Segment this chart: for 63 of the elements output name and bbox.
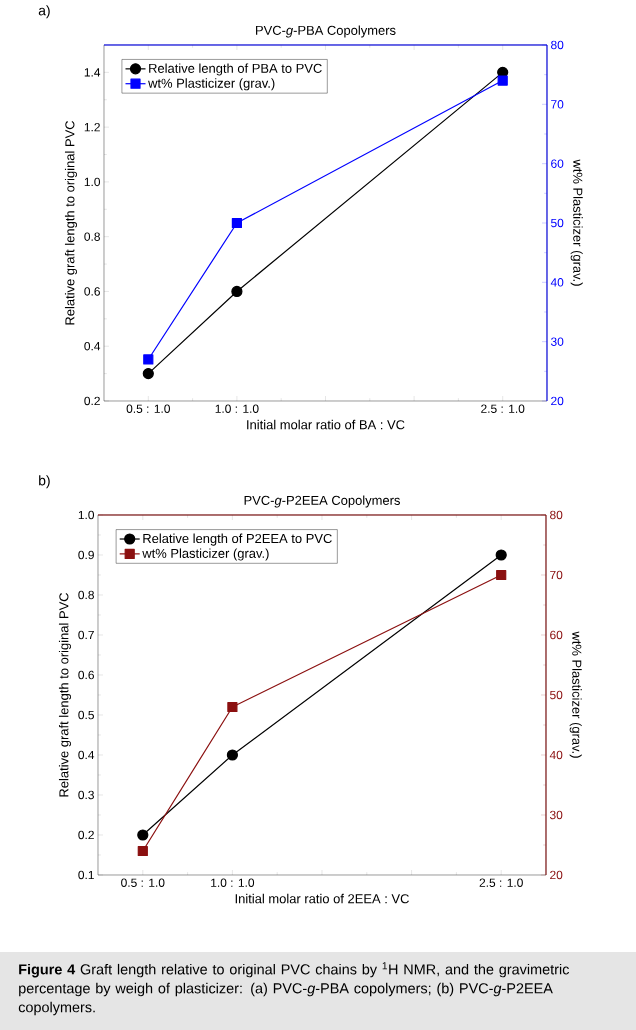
- y2-axis-title: wt% Plasticizer (grav.): [570, 159, 583, 286]
- y-tick-label: 0.3: [78, 790, 94, 800]
- y-tick-label: 0.4: [84, 341, 101, 351]
- y2-tick-label: 80: [551, 40, 564, 50]
- y-axis-title: Relative graft length to original PVC: [58, 592, 72, 797]
- y2-tick-label: 70: [550, 570, 563, 580]
- y2-tick-label: 50: [550, 690, 563, 700]
- y2-tick-label: 20: [551, 396, 564, 406]
- point: [143, 354, 154, 365]
- y-tick-label: 1.0: [84, 177, 101, 187]
- legend-label: Relative length of PBA to PVC: [149, 63, 322, 76]
- y-tick-label: 1.2: [84, 122, 100, 132]
- point: [137, 845, 148, 857]
- y2-tick-label: 70: [551, 100, 564, 109]
- y-tick-label: 0.5: [78, 710, 94, 720]
- text: a): [38, 5, 50, 19]
- point: [137, 829, 149, 841]
- x-tick-label: 1.0 : 1.0: [215, 404, 259, 413]
- y-tick-label: 0.6: [84, 287, 100, 296]
- y-axis-title: Relative graft length to original PVC: [64, 120, 78, 325]
- y2-tick-label: 50: [551, 218, 564, 228]
- point: [231, 285, 243, 298]
- y-tick-label: 0.2: [84, 396, 100, 406]
- y-tick-label: 0.6: [78, 670, 94, 680]
- y2-tick-label: 60: [550, 630, 563, 640]
- legend-label: wt% Plasticizer (grav.): [148, 78, 275, 91]
- point: [231, 217, 242, 229]
- x-axis-title: Initial molar ratio of 2EEA : VC: [235, 893, 409, 904]
- y-tick-label: 0.7: [78, 630, 94, 640]
- y2-tick-label: 20: [550, 870, 563, 880]
- y2-tick-label: 40: [549, 750, 563, 760]
- point: [497, 75, 508, 86]
- y-tick-label: 0.4: [78, 750, 95, 760]
- x-tick-label: 0.5 : 1.0: [126, 404, 170, 413]
- x-tick-label: 0.5 : 1.0: [121, 878, 165, 887]
- y2-axis-title: wt% Plasticizer (grav.): [569, 631, 582, 758]
- x-axis-title: Initial molar ratio of BA : VC: [247, 419, 405, 430]
- chart-title: PVC-g-P2EEA Copolymers: [244, 495, 400, 508]
- point: [495, 549, 507, 561]
- y-tick-label: 1.0: [78, 510, 95, 520]
- point: [226, 749, 238, 761]
- y2-tick-label: 30: [549, 810, 563, 820]
- x-tick-label: 2.5 : 1.0: [481, 404, 525, 413]
- chart-title: PVC-g-PBA Copolymers: [256, 25, 396, 38]
- text: Figure 4 Graft length relative to original PVC chains by $^{1}$H NMR, and the gravimetric percentage by weigh of plasticizer: (a) PVC-g-PBA copolymers; (b) PVC-g-P2EEA copolymers.: [18, 962, 570, 1016]
- y2-tick-label: 30: [550, 337, 564, 346]
- y-tick-label: 0.9: [78, 550, 94, 560]
- x-tick-label: 2.5 : 1.0: [479, 878, 523, 887]
- x-tick-label: 1.0 : 1.0: [211, 878, 255, 887]
- y-tick-label: 0.1: [78, 870, 94, 880]
- point: [227, 701, 238, 713]
- point: [496, 569, 507, 581]
- text: b): [39, 475, 50, 489]
- legend-label: Relative length of P2EEA to PVC: [143, 533, 332, 546]
- legend-label: wt% Plasticizer (grav.): [142, 548, 269, 561]
- y2-tick-label: 80: [550, 510, 563, 520]
- y-tick-label: 1.4: [84, 68, 101, 77]
- y2-tick-label: 60: [551, 159, 564, 168]
- y-tick-label: 0.8: [84, 232, 100, 241]
- point: [142, 368, 154, 380]
- y-tick-label: 0.8: [78, 590, 94, 600]
- y2-tick-label: 40: [550, 278, 564, 287]
- y-tick-label: 0.2: [78, 830, 94, 840]
